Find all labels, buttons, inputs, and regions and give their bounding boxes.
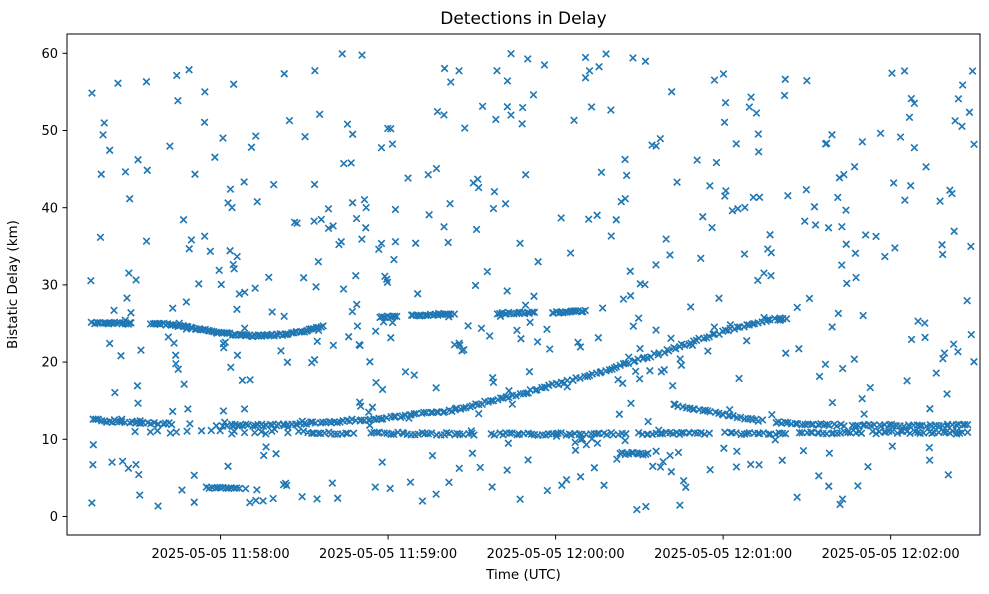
axes: 2025-05-05 11:58:00 2025-05-05 11:59:00 20… xyxy=(41,47,959,562)
y-tick-label: 60 xyxy=(41,47,58,62)
x-tick-label: 2025-05-05 12:00:00 xyxy=(487,547,625,562)
scatter-points xyxy=(87,49,978,514)
x-tick-label: 2025-05-05 12:01:00 xyxy=(654,547,792,562)
x-tick-label: 2025-05-05 12:02:00 xyxy=(822,547,960,562)
plot-frame xyxy=(66,33,981,536)
y-tick-label: 30 xyxy=(41,278,58,293)
detection-markers xyxy=(87,49,978,514)
y-axis-label: Bistatic Delay (km) xyxy=(5,220,21,349)
y-tick-label: 40 xyxy=(41,201,58,216)
y-tick-label: 10 xyxy=(41,433,58,448)
y-tick-label: 50 xyxy=(41,124,58,139)
x-tick-label: 2025-05-05 11:59:00 xyxy=(319,547,457,562)
x-axis-label: Time (UTC) xyxy=(485,567,561,583)
chart-title: Detections in Delay xyxy=(440,9,607,29)
y-tick-label: 20 xyxy=(41,356,58,371)
y-tick-label: 0 xyxy=(50,510,58,525)
x-tick-label: 2025-05-05 11:58:00 xyxy=(152,547,290,562)
